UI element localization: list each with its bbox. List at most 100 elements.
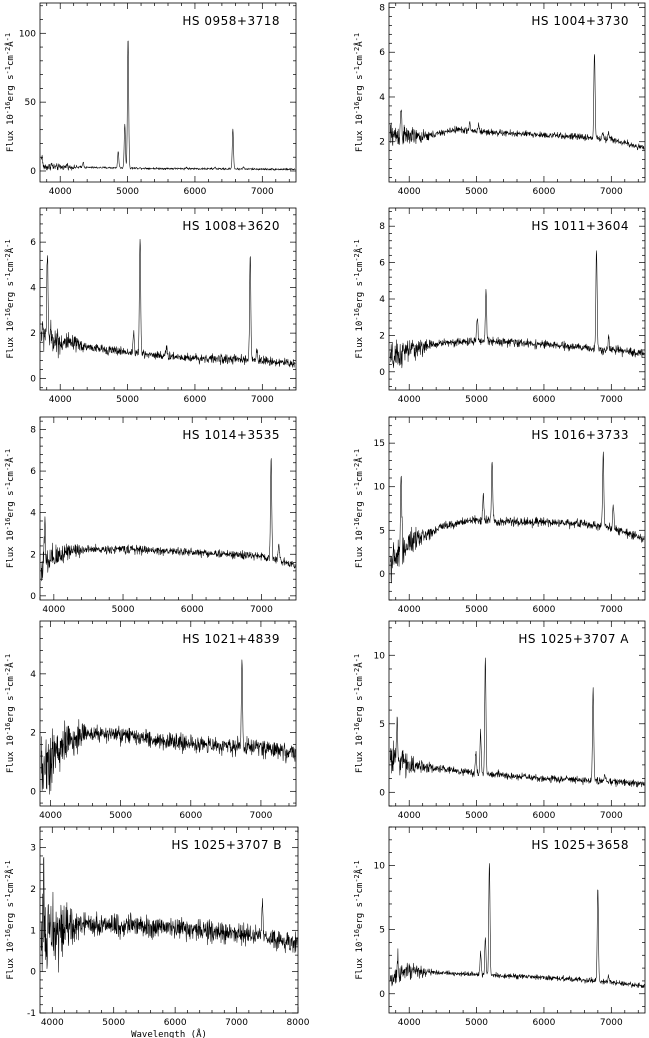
y-tick-label: 15 xyxy=(374,439,385,449)
y-tick-label: 0 xyxy=(30,375,36,385)
spectrum-line xyxy=(41,238,296,368)
spectrum-panel-5: 4000 5000 6000 7000 0 2 4 6 8 Flux 10-16erg s-1cm… xyxy=(4,416,297,615)
y-tick-label: 1 xyxy=(30,926,36,936)
y-tick-label: 0 xyxy=(30,592,36,602)
plot-frame xyxy=(39,416,297,601)
y-tick-label: 0 xyxy=(30,787,36,797)
y-tick-label: 100 xyxy=(19,29,36,39)
y-tick-label: 4 xyxy=(379,295,385,305)
y-tick-label: 10 xyxy=(374,483,386,493)
plot-frame xyxy=(39,826,299,1014)
spectrum-line xyxy=(390,863,645,989)
plot-frame xyxy=(388,207,646,391)
spectrum-panel-3: 4000 5000 6000 7000 0 2 4 6 Flux 10-16erg s-1cm-… xyxy=(4,207,297,405)
x-axis-label: Wavelength (Å) xyxy=(131,1028,207,1038)
y-tick-label: 6 xyxy=(30,467,36,477)
spectrum-panel-10: 4000 5000 6000 7000 0 5 10 Flux 10-16erg s-1cm-… xyxy=(353,826,646,1028)
x-tick-label: 7000 xyxy=(600,605,623,615)
y-tick-label: 2 xyxy=(30,329,36,339)
plot-frame xyxy=(388,826,646,1014)
x-tick-label: 8000 xyxy=(287,1018,310,1028)
y-tick-label: 0 xyxy=(379,368,385,378)
panel-title: HS 1004+3730 xyxy=(531,14,629,28)
x-tick-label: 6000 xyxy=(183,395,206,405)
x-tick-label: 4000 xyxy=(398,605,421,615)
y-axis-label: Flux 10-16erg s-1cm-2Å-1 xyxy=(353,33,365,152)
y-tick-label: 8 xyxy=(379,3,385,13)
panel-title: HS 1025+3658 xyxy=(531,838,629,852)
y-tick-label: 0 xyxy=(379,990,385,1000)
spectrum-panel-2: 4000 5000 6000 7000 2 4 6 8 Flux 10-16erg s-1cm-… xyxy=(353,2,646,197)
x-tick-label: 7000 xyxy=(600,811,623,821)
x-tick-label: 7000 xyxy=(600,187,623,197)
y-axis-label: Flux 10-16erg s-1cm-2Å-1 xyxy=(4,654,16,773)
spectrum-panel-4: 4000 5000 6000 7000 0 2 4 6 8 Flux 10-16erg s-1cm… xyxy=(353,207,646,405)
x-tick-label: 4000 xyxy=(42,605,65,615)
x-tick-label: 6000 xyxy=(181,605,204,615)
y-tick-label: 2 xyxy=(379,138,385,148)
x-tick-label: 6000 xyxy=(532,187,555,197)
y-tick-label: 0 xyxy=(379,570,385,580)
y-tick-label: 5 xyxy=(379,720,385,730)
plot-frame xyxy=(39,207,297,391)
x-tick-label: 7000 xyxy=(600,395,623,405)
y-tick-label: 6 xyxy=(30,238,36,248)
x-tick-label: 5000 xyxy=(116,187,139,197)
panel-title: HS 0958+3718 xyxy=(182,14,280,28)
y-tick-label: 6 xyxy=(379,48,385,58)
spectrum-line xyxy=(390,657,645,788)
x-tick-label: 4000 xyxy=(398,1018,421,1028)
y-axis-label: Flux 10-16erg s-1cm-2Å-1 xyxy=(4,239,16,358)
spectrum-line xyxy=(41,659,296,795)
y-tick-label: 3 xyxy=(30,844,36,854)
y-axis-label: Flux 10-16erg s-1cm-2Å-1 xyxy=(353,449,365,568)
panel-title: HS 1021+4839 xyxy=(182,632,280,646)
y-axis-label: Flux 10-16erg s-1cm-2Å-1 xyxy=(4,860,16,979)
x-tick-label: 6000 xyxy=(532,1018,555,1028)
y-tick-label: 50 xyxy=(25,98,37,108)
x-tick-label: 5000 xyxy=(112,605,135,615)
spectrum-panel-6: 4000 5000 6000 7000 0 5 10 15 Flux 10-16erg s-1c… xyxy=(353,416,646,615)
y-axis-label: Flux 10-16erg s-1cm-2Å-1 xyxy=(353,239,365,358)
panel-title: HS 1011+3604 xyxy=(531,219,629,233)
y-tick-label: 10 xyxy=(374,651,386,661)
y-tick-label: 5 xyxy=(379,526,385,536)
y-tick-label: 2 xyxy=(30,550,36,560)
spectrum-panel-8: 4000 5000 6000 7000 0 5 10 Flux 10-16erg s-1cm-… xyxy=(353,620,646,821)
y-tick-label: 4 xyxy=(379,93,385,103)
panel-title: HS 1025+3707 B xyxy=(171,838,282,852)
x-tick-label: 7000 xyxy=(600,1018,623,1028)
y-tick-label: 0 xyxy=(379,788,385,798)
x-tick-label: 5000 xyxy=(102,1018,125,1028)
x-tick-label: 4000 xyxy=(398,395,421,405)
plot-frame xyxy=(388,2,646,183)
y-tick-label: 2 xyxy=(30,885,36,895)
y-axis-label: Flux 10-16erg s-1cm-2Å-1 xyxy=(353,654,365,773)
plot-frame xyxy=(39,620,297,807)
x-tick-label: 5000 xyxy=(116,395,139,405)
y-tick-label: 4 xyxy=(30,284,36,294)
x-tick-label: 5000 xyxy=(465,605,488,615)
x-tick-label: 6000 xyxy=(164,1018,187,1028)
x-tick-label: 7000 xyxy=(251,395,274,405)
spectrum-line xyxy=(390,54,645,151)
plot-frame xyxy=(388,416,646,601)
x-tick-label: 5000 xyxy=(465,811,488,821)
x-tick-label: 5000 xyxy=(465,1018,488,1028)
spectrum-panel-9: 4000 5000 6000 7000 8000 -1 0 1 2 3 Flux 10-16erg … xyxy=(4,826,310,1038)
panel-title: HS 1008+3620 xyxy=(182,219,280,233)
panel-title: HS 1014+3535 xyxy=(182,428,280,442)
spectrum-panel-7: 4000 5000 6000 7000 0 2 4 Flux 10-16erg s-1cm-2… xyxy=(4,620,297,821)
x-tick-label: 4000 xyxy=(398,187,421,197)
y-tick-label: -1 xyxy=(27,1009,36,1019)
x-tick-label: 6000 xyxy=(532,811,555,821)
y-tick-label: 8 xyxy=(30,425,36,435)
x-tick-label: 6000 xyxy=(532,605,555,615)
y-tick-label: 4 xyxy=(30,509,36,519)
y-tick-label: 0 xyxy=(30,167,36,177)
x-tick-label: 4000 xyxy=(49,395,72,405)
y-tick-label: 0 xyxy=(30,968,36,978)
spectrum-line xyxy=(41,458,296,582)
spectrum-line xyxy=(390,451,645,584)
